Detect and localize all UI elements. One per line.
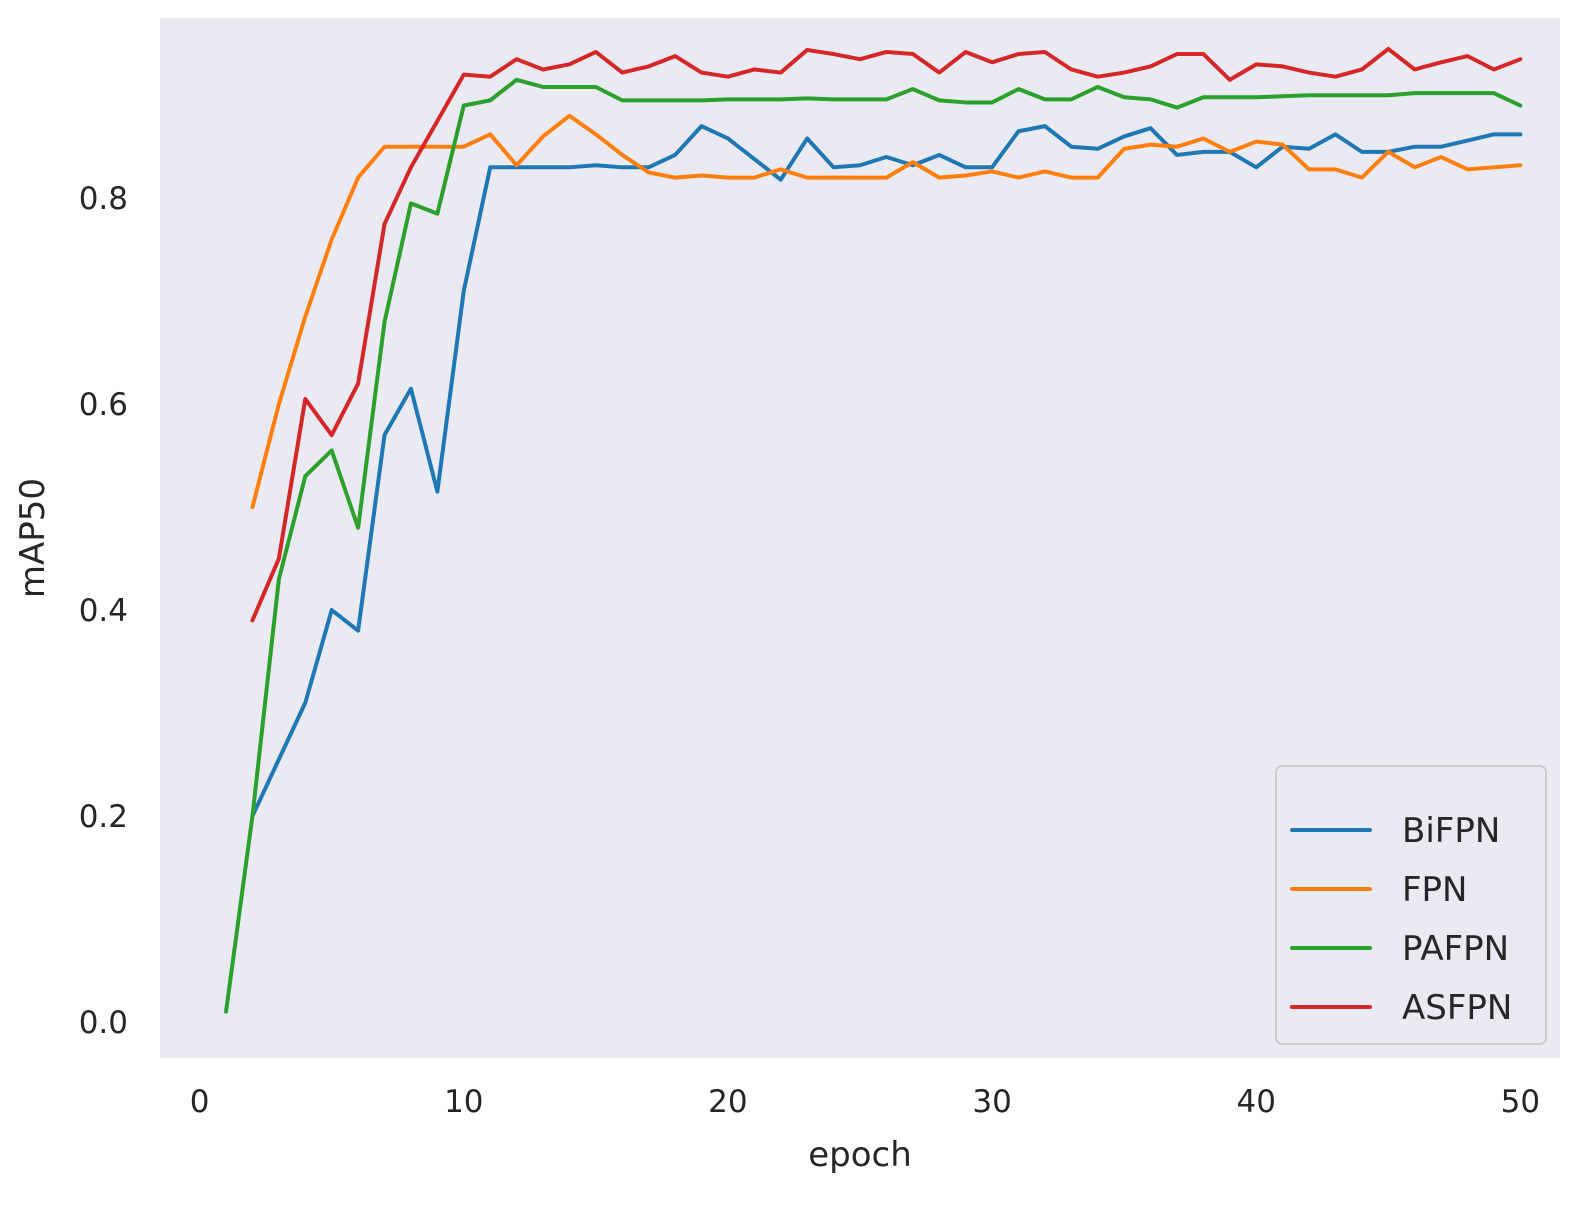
legend-box [1275,765,1547,1045]
y-tick-labels: 0.0 0.2 0.4 0.6 0.8 [79,181,128,1041]
legend: BiFPN FPN PAFPN ASFPN [1275,765,1547,1045]
y-tick-label: 0.0 [79,1005,128,1041]
series-layer [224,46,1523,1014]
x-tick-label: 10 [444,1084,483,1120]
x-tick-label: 40 [1236,1084,1275,1120]
x-tick-label: 30 [972,1084,1011,1120]
series-line-fpn [250,113,1523,510]
series-line-pafpn [224,77,1523,1014]
y-tick-label: 0.6 [79,387,128,423]
series-line-asfpn [250,46,1523,623]
x-tick-label: 50 [1501,1084,1540,1120]
series-line-bifpn [250,124,1523,819]
legend-label-pafpn: PAFPN [1402,929,1509,969]
x-tick-label: 0 [190,1084,210,1120]
legend-items: BiFPN FPN PAFPN ASFPN [1290,811,1512,1028]
x-axis-label: epoch [808,1135,912,1175]
legend-label-asfpn: ASFPN [1402,988,1512,1028]
y-tick-label: 0.8 [79,181,128,217]
legend-label-fpn: FPN [1402,870,1468,910]
x-tick-labels: 0 10 20 30 40 50 [190,1084,1540,1120]
y-axis-label: mAP50 [13,478,53,598]
y-tick-label: 0.4 [79,593,128,629]
x-tick-label: 20 [708,1084,747,1120]
legend-label-bifpn: BiFPN [1402,811,1500,851]
y-tick-label: 0.2 [79,799,128,835]
